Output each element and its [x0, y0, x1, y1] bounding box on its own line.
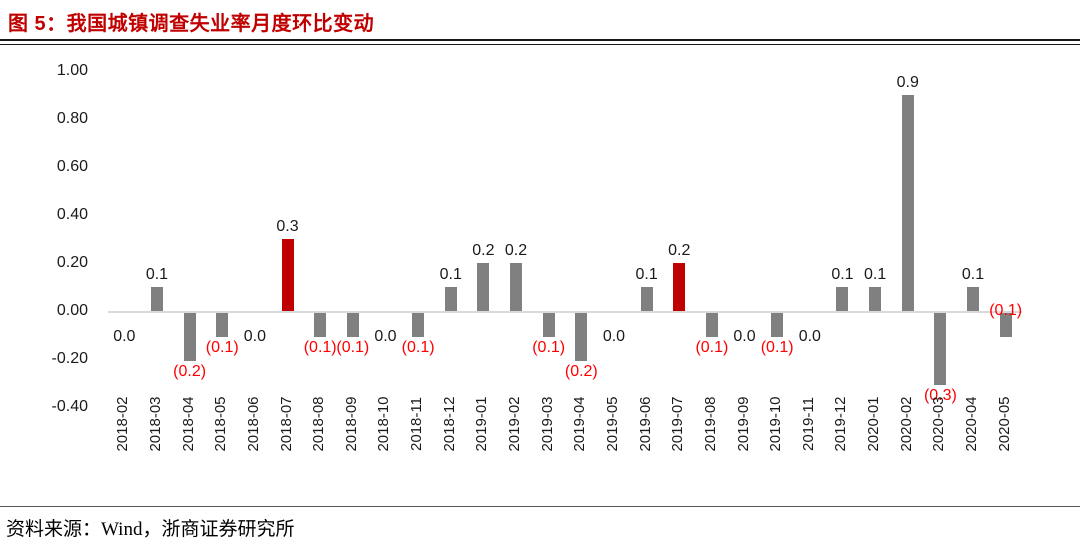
- x-tick-label: 2018-05: [212, 396, 230, 452]
- bar-2020-02: [901, 95, 914, 311]
- bar-value-label: (0.1): [695, 339, 729, 356]
- bar-value-label: 0.1: [831, 266, 854, 283]
- x-tick-label: 2019-12: [832, 396, 850, 452]
- bar-value-label: 0.1: [439, 266, 462, 283]
- x-tick-label: 2018-04: [179, 396, 197, 452]
- bar-value-label: (0.1): [401, 339, 435, 356]
- x-tick-label: 2018-02: [114, 396, 132, 452]
- x-tick-label: 2019-06: [636, 396, 654, 452]
- bar-value-label: 0.2: [668, 242, 691, 259]
- x-tick-label: 2018-03: [146, 396, 164, 452]
- x-tick-label: 2018-09: [342, 396, 360, 452]
- bar-value-label: 0.1: [635, 266, 658, 283]
- bar-2019-07: [673, 263, 686, 311]
- x-tick-label: 2019-08: [701, 396, 719, 452]
- y-tick-label: 0.00: [56, 302, 88, 319]
- bar-value-label: (0.1): [532, 339, 566, 356]
- y-tick-label: -0.40: [51, 398, 88, 415]
- x-tick-label: 2018-08: [310, 396, 328, 452]
- y-tick-label: 0.60: [56, 158, 88, 175]
- x-tick-label: 2018-12: [440, 396, 458, 452]
- title-double-rule: [0, 39, 1080, 45]
- y-tick-label: 1.00: [56, 62, 88, 79]
- bar-value-label: 0.0: [113, 328, 136, 345]
- bar-value-label: 0.1: [145, 266, 169, 283]
- bar-2020-05: [999, 313, 1012, 337]
- bar-2020-01: [869, 287, 882, 311]
- x-tick-label: 2019-09: [734, 396, 752, 452]
- bar-2020-04: [967, 287, 980, 311]
- x-tick-label: 2019-01: [473, 396, 491, 452]
- x-tick-label: 2018-11: [408, 397, 426, 451]
- figure-title: 图 5：我国城镇调查失业率月度环比变动: [8, 13, 375, 35]
- bar-2019-10: [771, 313, 784, 337]
- bar-2019-03: [542, 313, 555, 337]
- bar-value-label: 0.0: [733, 328, 756, 345]
- bar-value-label: (0.1): [336, 339, 370, 356]
- x-tick-label: 2019-03: [538, 396, 556, 452]
- y-tick-label: 0.80: [56, 110, 88, 127]
- bar-chart: 1.00 0.80 0.60 0.40 0.20 0.00 -0.20 -0.40 0.0 201…: [0, 45, 1080, 500]
- zero-axis-line: [108, 311, 1022, 313]
- y-tick-label: 0.20: [56, 254, 88, 271]
- bar-2018-04: [183, 313, 196, 361]
- x-tick-label: 2020-03: [930, 396, 948, 452]
- bar-value-label: (0.1): [303, 339, 337, 356]
- bar-value-label: 0.1: [961, 266, 985, 283]
- bar-value-label: 0.9: [896, 74, 919, 91]
- x-tick-label: 2019-02: [506, 396, 524, 452]
- x-tick-label: 2020-01: [865, 396, 883, 452]
- bar-value-label: 0.0: [798, 328, 821, 345]
- x-tick-label: 2018-10: [375, 396, 393, 452]
- bar-value-label: 0.0: [602, 328, 626, 345]
- bar-value-label: 0.2: [472, 242, 495, 259]
- y-tick-label: 0.40: [56, 206, 88, 223]
- x-tick-label: 2019-07: [669, 396, 687, 452]
- bar-2019-08: [705, 313, 718, 337]
- bar-2019-04: [575, 313, 588, 361]
- bar-2018-08: [314, 313, 327, 337]
- source-note: 资料来源：Wind，浙商证券研究所: [6, 519, 295, 540]
- x-tick-label: 2019-10: [767, 396, 785, 452]
- x-tick-label: 2019-05: [603, 396, 621, 452]
- bar-value-label: 0.1: [863, 266, 887, 283]
- bar-value-label: (0.3): [923, 387, 957, 404]
- bar-value-label: (0.1): [989, 302, 1023, 319]
- x-tick-label: 2018-07: [277, 396, 295, 452]
- y-tick-label: -0.20: [51, 350, 88, 367]
- bar-2018-03: [150, 287, 163, 311]
- bar-value-label: (0.1): [205, 339, 239, 356]
- bar-value-label: 0.3: [276, 218, 299, 235]
- bar-2019-06: [640, 287, 653, 311]
- bar-value-label: 0.2: [504, 242, 528, 259]
- x-tick-label: 2020-04: [963, 396, 981, 452]
- footer-rule: [0, 506, 1080, 507]
- bar-2020-03: [934, 313, 947, 385]
- bar-value-label: (0.2): [173, 363, 207, 380]
- bar-2019-01: [477, 263, 490, 311]
- x-tick-label: 2018-06: [244, 396, 262, 452]
- bar-2018-05: [216, 313, 229, 337]
- bar-2019-12: [836, 287, 849, 311]
- bar-value-label: (0.2): [564, 363, 598, 380]
- bar-value-label: 0.0: [243, 328, 267, 345]
- bar-2018-09: [346, 313, 359, 337]
- bar-2018-07: [281, 239, 294, 311]
- bar-2018-12: [444, 287, 457, 311]
- x-tick-label: 2020-05: [995, 396, 1013, 452]
- x-tick-label: 2019-04: [571, 396, 589, 452]
- bar-2019-02: [510, 263, 523, 311]
- bar-2018-11: [412, 313, 425, 337]
- bar-value-label: (0.1): [760, 339, 794, 356]
- bar-value-label: 0.0: [374, 328, 397, 345]
- x-tick-label: 2019-11: [799, 397, 817, 451]
